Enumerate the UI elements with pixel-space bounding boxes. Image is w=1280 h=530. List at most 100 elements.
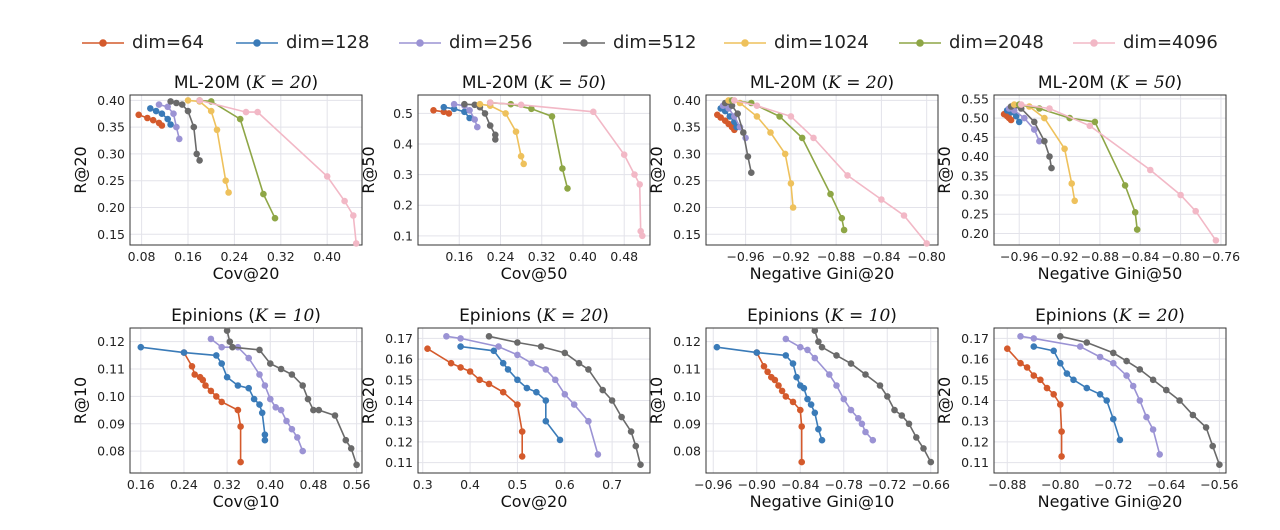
data-point: [608, 397, 616, 404]
chart-title-text: ML-20M (: [462, 73, 540, 93]
data-point: [1116, 436, 1124, 444]
plot-area: [706, 328, 938, 473]
data-point: [1091, 118, 1099, 126]
x-tick-label: −0.64: [1147, 477, 1185, 492]
series-line: [1006, 348, 1063, 457]
y-tick-label: 0.08: [97, 444, 125, 459]
x-tick-label: −0.72: [868, 477, 906, 492]
chart-title-text: ML-20M (: [1038, 73, 1116, 93]
data-point: [833, 352, 840, 359]
x-tick-label: −0.78: [825, 477, 863, 492]
series-dim-256: [155, 101, 183, 143]
data-point: [193, 150, 200, 158]
data-point: [838, 214, 846, 222]
data-point: [299, 382, 307, 389]
data-point: [196, 97, 203, 104]
x-axis-label: Cov@20: [213, 264, 280, 283]
x-axis-label: Negative Gini@20: [1038, 492, 1183, 511]
y-tick-label: 0.12: [97, 334, 125, 349]
data-point: [352, 240, 360, 247]
data-point: [631, 171, 638, 178]
data-point: [753, 113, 761, 120]
y-tick-label: 0.15: [385, 372, 413, 387]
data-point: [155, 101, 163, 108]
data-point: [818, 436, 826, 444]
data-point: [218, 360, 225, 367]
data-point: [811, 409, 819, 417]
data-point: [310, 406, 317, 414]
x-tick-label: 0.16: [174, 249, 202, 264]
data-point: [1110, 349, 1117, 357]
x-tick-label: 0.08: [128, 249, 156, 264]
data-point: [891, 406, 898, 414]
series-dim-2048: [1015, 101, 1141, 233]
x-tick-label: 0.7: [602, 477, 622, 492]
data-point: [800, 384, 808, 392]
data-point: [261, 431, 269, 439]
data-point: [781, 150, 789, 158]
x-tick-label: −0.96: [1000, 249, 1038, 264]
series-dim-256: [207, 335, 307, 455]
data-point: [793, 373, 800, 381]
data-point: [222, 177, 229, 184]
x-axis-label: Cov@10: [213, 492, 280, 511]
data-point: [713, 343, 721, 351]
chart-title-text: Epinions (: [171, 306, 255, 326]
data-point: [485, 333, 493, 340]
data-point: [1123, 357, 1130, 365]
legend-label: dim=1024: [774, 32, 869, 53]
data-point: [728, 102, 736, 109]
data-point: [1096, 353, 1104, 361]
data-point: [341, 197, 348, 205]
data-point: [517, 101, 525, 109]
chart-panel-4: −0.96 −0.92 −0.88 −0.84 −0.80 −0.76 0.20 0.25 0.…: [935, 73, 1240, 283]
data-point: [457, 364, 464, 371]
data-point: [798, 458, 805, 466]
x-tick-label: 0.24: [487, 249, 515, 264]
chart-panel-8: −0.88 −0.80 −0.72 −0.64 −0.56 0.11 0.12 0.13 0.1…: [935, 306, 1239, 511]
data-point: [760, 363, 768, 370]
series-dim-256: [782, 335, 877, 444]
data-point: [1030, 372, 1038, 379]
data-point: [323, 173, 331, 180]
data-point: [847, 360, 855, 367]
legend-marker-icon: [236, 39, 278, 47]
series-dim-4096: [731, 97, 930, 247]
data-point: [223, 373, 231, 381]
series-dim-128: [440, 103, 473, 122]
x-tick-label: −0.84: [862, 249, 900, 264]
data-point: [457, 335, 464, 342]
series-dim-512: [1057, 333, 1223, 469]
data-point: [486, 122, 494, 129]
data-point: [196, 157, 203, 164]
data-point: [466, 368, 474, 375]
y-tick-label: 0.15: [673, 227, 701, 242]
data-point: [1057, 333, 1064, 340]
data-point: [245, 384, 252, 392]
data-point: [840, 395, 848, 403]
legend-marker-icon: [563, 39, 605, 47]
data-point: [225, 189, 232, 196]
data-point: [237, 423, 244, 430]
data-point: [1012, 112, 1020, 120]
y-axis-label: R@10: [647, 377, 666, 424]
data-point: [517, 152, 525, 160]
data-point: [927, 458, 935, 466]
data-point: [164, 115, 171, 123]
data-point: [158, 110, 166, 117]
y-tick-label: 0.20: [961, 226, 989, 241]
series-dim-512: [1007, 103, 1055, 172]
data-point: [492, 136, 499, 143]
data-point: [170, 110, 177, 117]
data-point: [1096, 391, 1104, 398]
series-line: [427, 348, 524, 457]
data-point: [495, 343, 502, 350]
series-line: [1033, 345, 1121, 441]
y-tick-label: 0.12: [961, 434, 989, 449]
y-tick-label: 0.12: [673, 334, 701, 349]
data-point: [1017, 101, 1025, 108]
series-dim-64: [1004, 345, 1065, 460]
data-point: [471, 101, 479, 109]
data-point: [548, 113, 556, 120]
data-point: [173, 123, 180, 131]
